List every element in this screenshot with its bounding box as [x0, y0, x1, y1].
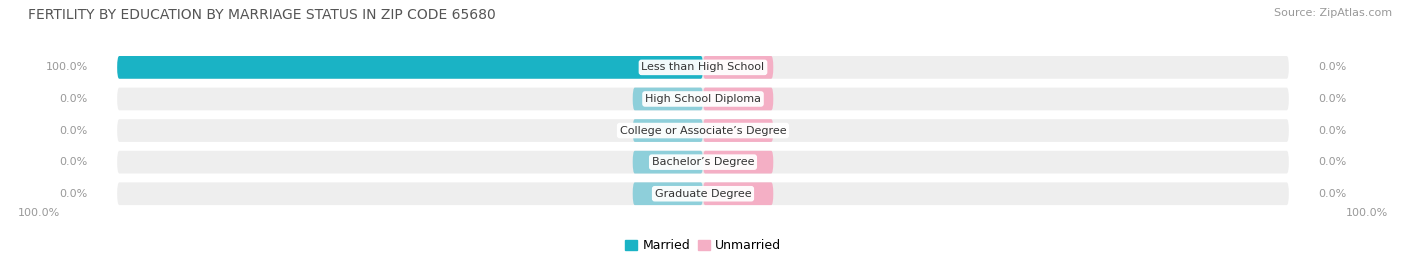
Text: 0.0%: 0.0%	[1319, 94, 1347, 104]
Text: 0.0%: 0.0%	[1319, 157, 1347, 167]
FancyBboxPatch shape	[117, 56, 1289, 79]
FancyBboxPatch shape	[633, 151, 703, 174]
FancyBboxPatch shape	[633, 119, 703, 142]
Text: 0.0%: 0.0%	[1319, 126, 1347, 136]
FancyBboxPatch shape	[703, 151, 773, 174]
Text: 0.0%: 0.0%	[1319, 62, 1347, 72]
Text: Less than High School: Less than High School	[641, 62, 765, 72]
Text: College or Associate’s Degree: College or Associate’s Degree	[620, 126, 786, 136]
FancyBboxPatch shape	[117, 88, 1289, 110]
Legend: Married, Unmarried: Married, Unmarried	[620, 234, 786, 257]
FancyBboxPatch shape	[633, 182, 703, 205]
Text: 0.0%: 0.0%	[59, 94, 87, 104]
FancyBboxPatch shape	[117, 151, 1289, 174]
FancyBboxPatch shape	[703, 88, 773, 110]
Text: 100.0%: 100.0%	[1346, 208, 1389, 218]
FancyBboxPatch shape	[703, 56, 773, 79]
Text: High School Diploma: High School Diploma	[645, 94, 761, 104]
Text: FERTILITY BY EDUCATION BY MARRIAGE STATUS IN ZIP CODE 65680: FERTILITY BY EDUCATION BY MARRIAGE STATU…	[28, 8, 496, 22]
Text: 0.0%: 0.0%	[59, 189, 87, 199]
Text: 100.0%: 100.0%	[18, 208, 60, 218]
FancyBboxPatch shape	[703, 182, 773, 205]
Text: Bachelor’s Degree: Bachelor’s Degree	[652, 157, 754, 167]
FancyBboxPatch shape	[117, 119, 1289, 142]
FancyBboxPatch shape	[633, 88, 703, 110]
FancyBboxPatch shape	[703, 119, 773, 142]
Text: Graduate Degree: Graduate Degree	[655, 189, 751, 199]
Text: 0.0%: 0.0%	[59, 157, 87, 167]
Text: Source: ZipAtlas.com: Source: ZipAtlas.com	[1274, 8, 1392, 18]
Text: 0.0%: 0.0%	[1319, 189, 1347, 199]
Text: 0.0%: 0.0%	[59, 126, 87, 136]
Text: 100.0%: 100.0%	[45, 62, 87, 72]
FancyBboxPatch shape	[117, 56, 703, 79]
FancyBboxPatch shape	[117, 182, 1289, 205]
